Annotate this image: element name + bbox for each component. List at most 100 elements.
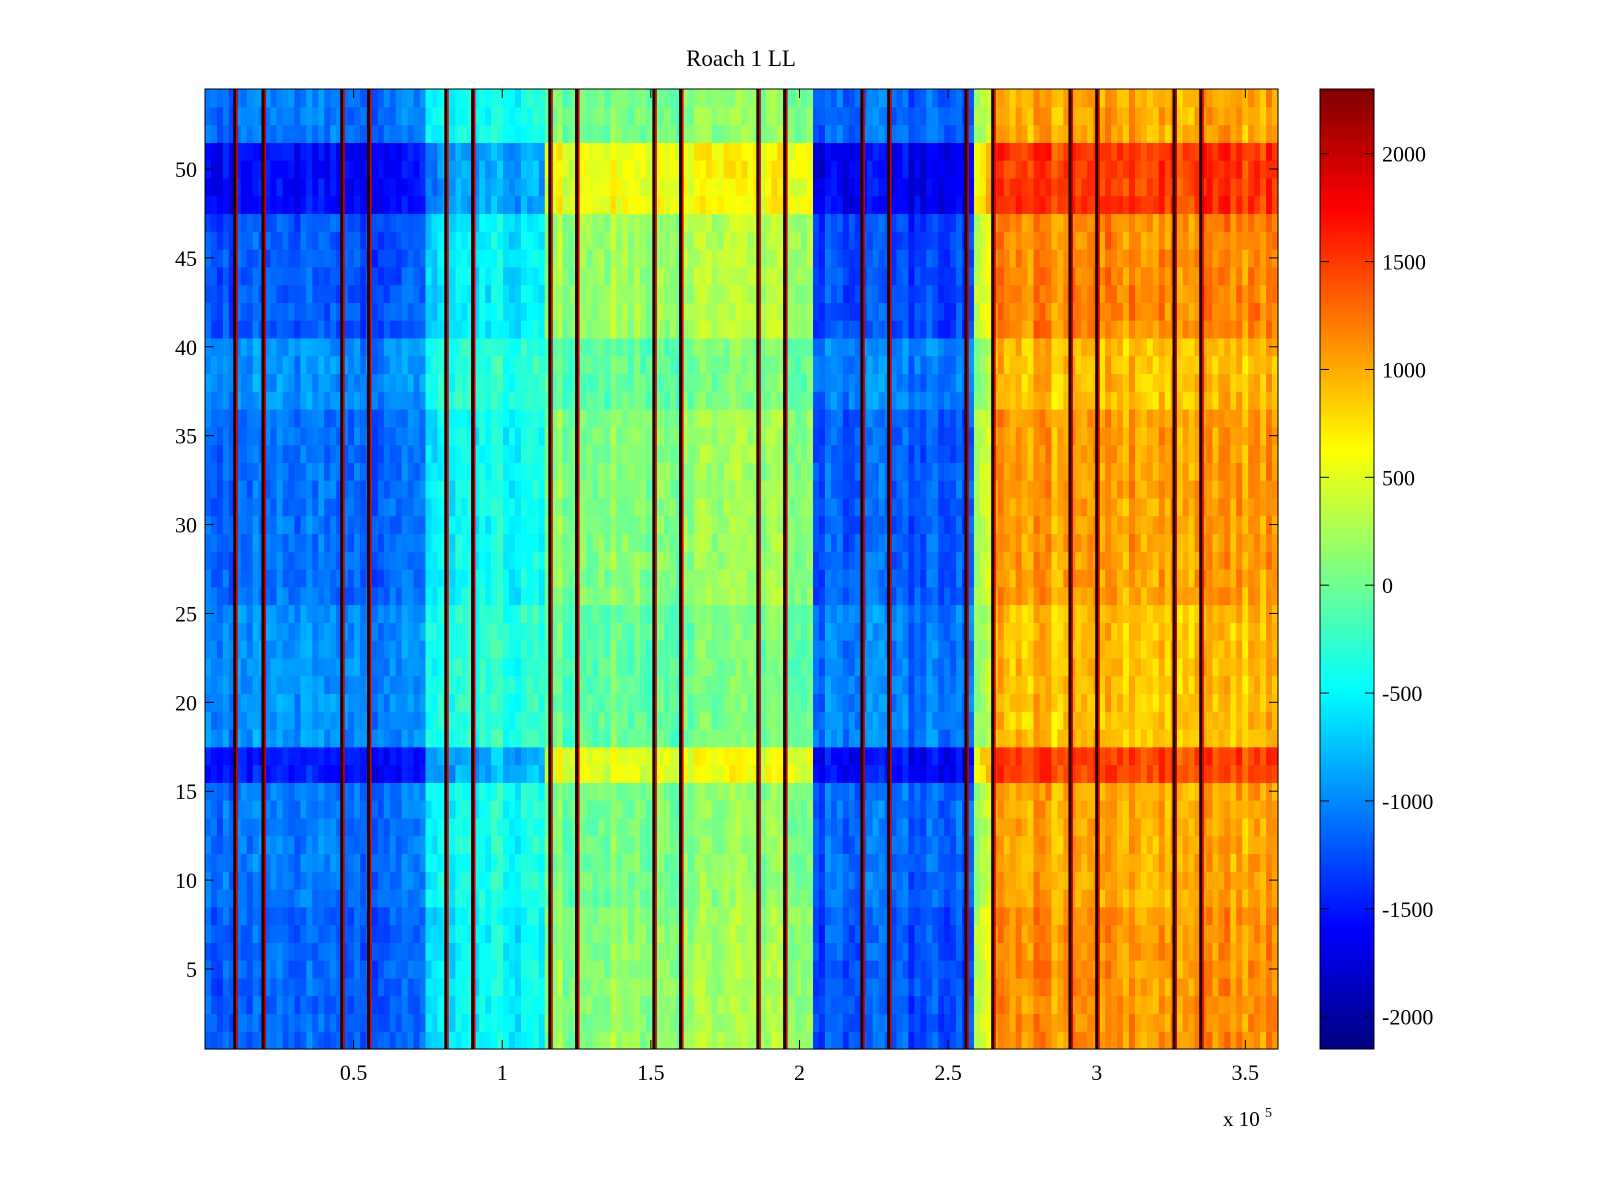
heatmap-cell [300, 586, 307, 606]
heatmap-cell [520, 213, 528, 232]
heatmap-cell [401, 124, 409, 143]
heatmap-cell [234, 586, 242, 606]
heatmap-cell [526, 906, 534, 926]
heatmap-cell [401, 569, 409, 588]
heatmap-cell [461, 302, 468, 321]
heatmap-cell [461, 906, 468, 926]
heatmap-cell [705, 889, 713, 908]
heatmap-cell [205, 622, 212, 641]
heatmap-cell [234, 995, 242, 1015]
heatmap-cell [467, 373, 474, 392]
heatmap-cell [658, 373, 665, 392]
heatmap-cell [479, 640, 486, 659]
heatmap-cell [234, 320, 242, 339]
heatmap-cell [485, 355, 492, 375]
heatmap-cell [288, 604, 296, 623]
heatmap-cell [664, 551, 671, 570]
heatmap-cell [580, 284, 588, 303]
heatmap-cell [401, 657, 409, 677]
heatmap-cell [491, 124, 498, 143]
heatmap-cell [240, 675, 248, 695]
heatmap-cell [389, 515, 397, 535]
heatmap-cell [640, 320, 647, 339]
heatmap-cell [717, 657, 725, 677]
heatmap-cell [210, 835, 218, 855]
heatmap-cell [264, 924, 272, 943]
heatmap-cell [377, 426, 385, 446]
heatmap-cell [407, 729, 415, 748]
heatmap-cell [467, 657, 474, 677]
heatmap-cell [509, 426, 516, 446]
heatmap-cell [449, 124, 456, 143]
heatmap-cell [503, 569, 510, 588]
heatmap-cell [604, 1031, 611, 1050]
heatmap-cell [729, 124, 737, 143]
heatmap-cell [371, 177, 379, 197]
heatmap-cell [562, 764, 570, 783]
heatmap-cell [377, 995, 385, 1015]
heatmap-cell [520, 1013, 528, 1032]
heatmap-cell [479, 622, 486, 641]
heatmap-cell [556, 1031, 564, 1050]
heatmap-cell [336, 711, 343, 730]
heatmap-cell [449, 426, 456, 446]
heatmap-cell [628, 640, 635, 659]
heatmap-cell [437, 693, 445, 712]
heatmap-cell [234, 249, 242, 268]
heatmap-cell [687, 106, 695, 126]
heatmap-cell [687, 942, 695, 961]
heatmap-cell [419, 906, 427, 926]
heatmap-cell [622, 604, 629, 623]
heatmap-cell [377, 782, 385, 801]
heatmap-cell [622, 871, 629, 890]
heatmap-cell [354, 266, 361, 286]
heatmap-cell [604, 640, 611, 659]
heatmap-cell [568, 764, 576, 783]
heatmap-cell [592, 960, 600, 979]
heatmap-cell [628, 497, 635, 517]
heatmap-cell [228, 497, 236, 517]
heatmap-cell [669, 551, 677, 570]
heatmap-cell [210, 871, 218, 890]
heatmap-cell [658, 622, 665, 641]
heatmap-cell [681, 977, 689, 997]
heatmap-cell [699, 657, 707, 677]
heatmap-cell [276, 782, 284, 801]
heatmap-cell [312, 142, 319, 161]
heatmap-cell [544, 569, 552, 588]
heatmap-cell [342, 640, 349, 659]
heatmap-cell [598, 106, 605, 126]
heatmap-cell [461, 409, 468, 428]
heatmap-cell [348, 746, 355, 766]
heatmap-cell [222, 800, 230, 819]
heatmap-cell [306, 373, 313, 392]
heatmap-cell [735, 942, 743, 961]
heatmap-cell [580, 942, 588, 961]
heatmap-cell [520, 675, 528, 695]
heatmap-cell [437, 142, 445, 161]
heatmap-cell [485, 409, 492, 428]
heatmap-cell [455, 142, 462, 161]
heatmap-cell [550, 835, 558, 855]
heatmap-cell [705, 551, 713, 570]
heatmap-cell [598, 817, 605, 837]
heatmap-cell [544, 977, 552, 997]
heatmap-cell [503, 711, 510, 730]
heatmap-cell [562, 977, 570, 997]
heatmap-cell [395, 924, 403, 943]
heatmap-cell [497, 177, 504, 197]
heatmap-cell [228, 657, 236, 677]
heatmap-cell [568, 373, 576, 392]
heatmap-cell [395, 729, 403, 748]
heatmap-cell [586, 871, 594, 890]
heatmap-cell [562, 231, 570, 250]
heatmap-cell [693, 533, 701, 552]
heatmap-cell [228, 480, 236, 499]
heatmap-cell [628, 160, 635, 179]
heatmap-cell [455, 195, 462, 215]
heatmap-cell [544, 622, 552, 641]
heatmap-cell [550, 711, 558, 730]
heatmap-cell [514, 213, 522, 232]
heatmap-cell [747, 89, 755, 108]
heatmap-cell [371, 480, 379, 499]
